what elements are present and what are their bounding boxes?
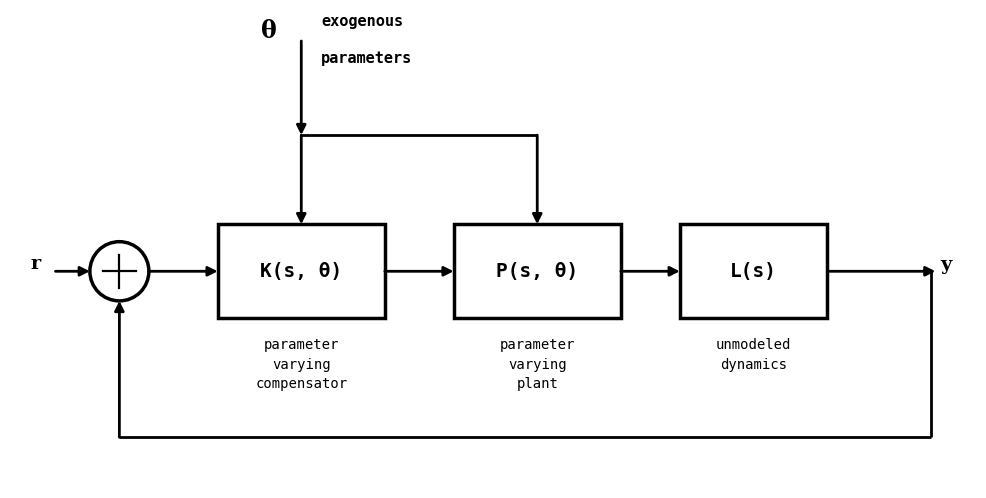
Text: P(s, θ): P(s, θ) (496, 262, 579, 281)
Text: r: r (31, 255, 41, 273)
Text: parameter
varying
plant: parameter varying plant (500, 338, 575, 391)
Text: parameters: parameters (320, 51, 412, 66)
Text: θ: θ (261, 19, 277, 43)
Text: K(s, θ): K(s, θ) (260, 262, 342, 281)
Ellipse shape (90, 242, 149, 301)
Text: unmodeled
dynamics: unmodeled dynamics (716, 338, 791, 372)
Text: L(s): L(s) (730, 262, 777, 281)
Text: y: y (941, 256, 951, 274)
Bar (454, 224, 621, 318)
Bar (679, 224, 827, 318)
Bar (218, 224, 385, 318)
Text: parameter
varying
compensator: parameter varying compensator (255, 338, 347, 391)
Text: exogenous: exogenous (320, 14, 403, 29)
